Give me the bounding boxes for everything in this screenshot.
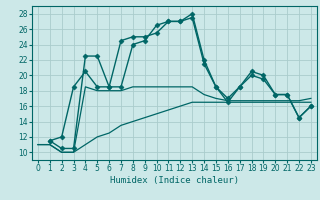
X-axis label: Humidex (Indice chaleur): Humidex (Indice chaleur) bbox=[110, 176, 239, 185]
